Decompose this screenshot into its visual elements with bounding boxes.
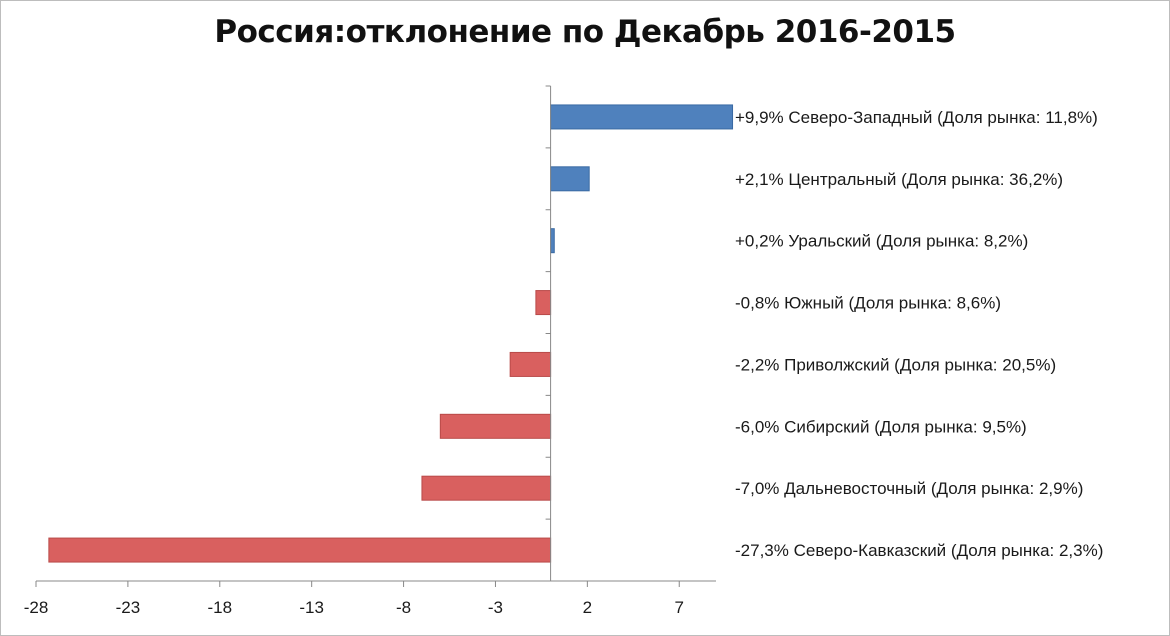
bar-1 <box>550 104 734 130</box>
bar-5 <box>509 351 552 377</box>
category-label: -6,0% Сибирский (Доля рынка: 9,5%) <box>735 417 1027 436</box>
x-tick-label: -8 <box>396 598 411 617</box>
bar-7 <box>421 475 552 501</box>
x-tick-label: 7 <box>675 598 684 617</box>
chart-title: Россия:отклонение по Декабрь 2016-2015 <box>214 14 956 50</box>
bar-4 <box>535 290 552 316</box>
category-label: +0,2% Уральский (Доля рынка: 8,2%) <box>735 232 1028 251</box>
category-label: -0,8% Южный (Доля рынка: 8,6%) <box>735 294 1001 313</box>
bar-3 <box>550 228 555 254</box>
bar-6 <box>439 413 552 439</box>
x-tick-label: -13 <box>299 598 324 617</box>
x-tick-label: -3 <box>488 598 503 617</box>
category-label: -7,0% Дальневосточный (Доля рынка: 2,9%) <box>735 479 1083 498</box>
category-label: -2,2% Приволжский (Доля рынка: 20,5%) <box>735 355 1056 374</box>
x-tick-label: -28 <box>24 598 49 617</box>
bar-2 <box>550 166 590 192</box>
x-tick-label: -18 <box>207 598 232 617</box>
bar-8 <box>48 537 552 563</box>
category-label: +2,1% Центральный (Доля рынка: 36,2%) <box>735 170 1063 189</box>
x-tick-label: -23 <box>116 598 141 617</box>
x-tick-label: 2 <box>583 598 592 617</box>
category-label: -27,3% Северо-Кавказский (Доля рынка: 2,… <box>735 541 1103 560</box>
category-label: +9,9% Северо-Западный (Доля рынка: 11,8%… <box>735 108 1098 127</box>
